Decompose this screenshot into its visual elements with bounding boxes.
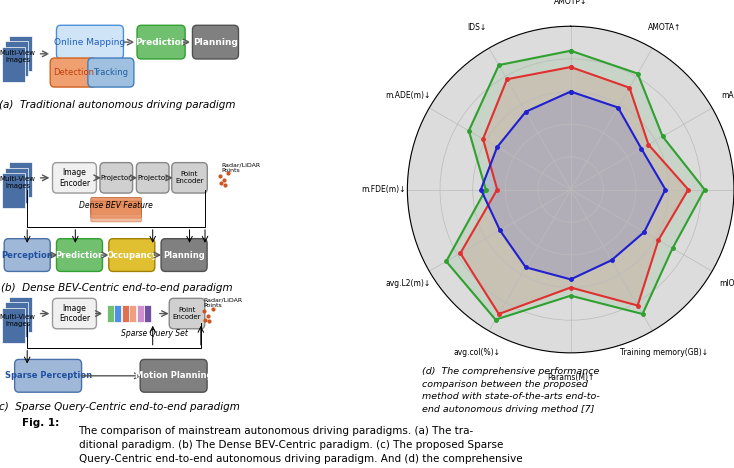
- Text: Detection: Detection: [53, 68, 94, 77]
- Text: Planning: Planning: [163, 250, 205, 260]
- Text: Prediction: Prediction: [135, 37, 187, 47]
- FancyBboxPatch shape: [53, 299, 96, 329]
- Text: Sparse Perception: Sparse Perception: [4, 371, 92, 380]
- Polygon shape: [481, 92, 666, 279]
- FancyBboxPatch shape: [57, 239, 103, 271]
- Text: Fig. 1:: Fig. 1:: [22, 418, 59, 428]
- Text: (c)  Sparse Query-Centric end-to-end paradigm: (c) Sparse Query-Centric end-to-end para…: [0, 402, 239, 412]
- Text: Projector: Projector: [137, 175, 168, 181]
- Text: Multi-View
Images: Multi-View Images: [0, 314, 35, 327]
- FancyBboxPatch shape: [91, 201, 142, 218]
- Text: Sparse Query Set: Sparse Query Set: [121, 329, 188, 338]
- Text: Tracking: Tracking: [93, 68, 128, 77]
- FancyBboxPatch shape: [170, 299, 205, 329]
- Text: Motion Planning: Motion Planning: [135, 371, 212, 380]
- FancyBboxPatch shape: [109, 239, 155, 271]
- Text: Projector: Projector: [101, 175, 132, 181]
- Polygon shape: [460, 67, 688, 314]
- FancyBboxPatch shape: [161, 239, 207, 271]
- Text: (d)  The comprehensive performance
comparison between the proposed
method with s: (d) The comprehensive performance compar…: [422, 367, 600, 414]
- Text: Dense BEV Feature: Dense BEV Feature: [79, 201, 153, 211]
- Bar: [115, 305, 121, 322]
- Text: Image
Encoder: Image Encoder: [59, 304, 90, 323]
- FancyBboxPatch shape: [15, 359, 81, 392]
- FancyBboxPatch shape: [91, 197, 142, 214]
- Bar: [137, 305, 144, 322]
- Bar: [145, 305, 151, 322]
- Text: Radar/LiDAR
Points: Radar/LiDAR Points: [204, 297, 243, 308]
- FancyBboxPatch shape: [192, 25, 239, 59]
- Text: Multi-View
Images: Multi-View Images: [0, 176, 35, 189]
- Text: Image
Encoder: Image Encoder: [59, 168, 90, 188]
- Text: Perception: Perception: [1, 250, 53, 260]
- Text: Radar/LiDAR
Points: Radar/LiDAR Points: [221, 162, 260, 173]
- Text: Point
Encoder: Point Encoder: [175, 171, 204, 184]
- Bar: [2, 308, 25, 343]
- Text: Planning: Planning: [193, 37, 238, 47]
- Bar: [2, 173, 25, 208]
- FancyBboxPatch shape: [137, 162, 169, 193]
- Bar: [106, 305, 114, 322]
- FancyBboxPatch shape: [100, 162, 133, 193]
- Bar: [122, 305, 129, 322]
- Text: Prediction: Prediction: [55, 250, 104, 260]
- Polygon shape: [446, 51, 705, 320]
- FancyBboxPatch shape: [88, 58, 134, 87]
- Bar: [9, 162, 32, 197]
- Text: The comparison of mainstream autonomous driving paradigms. (a) The tra-
ditional: The comparison of mainstream autonomous …: [79, 426, 522, 468]
- Bar: [129, 305, 137, 322]
- FancyBboxPatch shape: [172, 162, 207, 193]
- Bar: [5, 41, 29, 76]
- Text: (b)  Dense BEV-Centric end-to-end paradigm: (b) Dense BEV-Centric end-to-end paradig…: [1, 283, 233, 293]
- Bar: [5, 168, 29, 203]
- FancyBboxPatch shape: [91, 205, 142, 222]
- Text: (a)  Traditional autonomous driving paradigm: (a) Traditional autonomous driving parad…: [0, 100, 236, 110]
- Bar: [2, 47, 25, 82]
- Bar: [9, 297, 32, 332]
- Bar: [5, 302, 29, 337]
- Bar: [9, 36, 32, 71]
- Text: Online Mapping: Online Mapping: [54, 37, 126, 47]
- Text: Point
Encoder: Point Encoder: [172, 307, 201, 320]
- Text: Occupancy: Occupancy: [106, 250, 157, 260]
- FancyBboxPatch shape: [53, 162, 96, 193]
- FancyBboxPatch shape: [137, 25, 185, 59]
- Text: Multi-View
Images: Multi-View Images: [0, 50, 35, 63]
- FancyBboxPatch shape: [140, 359, 207, 392]
- FancyBboxPatch shape: [50, 58, 96, 87]
- FancyBboxPatch shape: [4, 239, 50, 271]
- FancyBboxPatch shape: [57, 25, 123, 59]
